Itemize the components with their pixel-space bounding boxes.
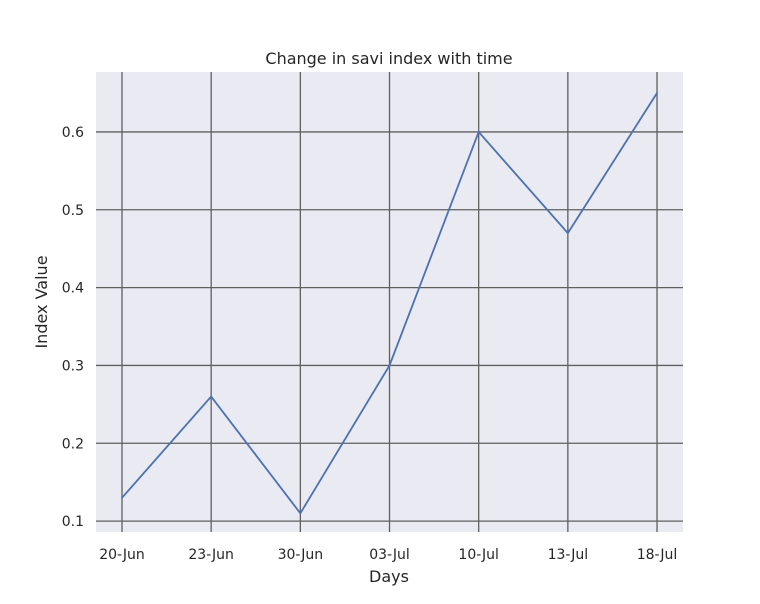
y-tick-label: 0.2 (62, 436, 84, 452)
data-point (388, 364, 391, 367)
data-point (566, 232, 569, 235)
x-tick-label: 23-Jun (188, 547, 234, 563)
data-point (656, 92, 658, 94)
y-tick-label: 0.3 (62, 358, 84, 374)
x-tick-label: 13-Jul (548, 547, 589, 563)
x-tick-label: 10-Jul (458, 547, 499, 563)
x-axis-label: Days (369, 567, 409, 586)
x-tick-label: 20-Jun (99, 547, 145, 563)
y-tick-label: 0.6 (62, 125, 84, 141)
x-tick-label: 03-Jul (369, 547, 410, 563)
y-axis-label: Index Value (32, 255, 51, 348)
data-point (121, 496, 123, 499)
y-tick-label: 0.1 (62, 514, 84, 530)
data-point (477, 131, 480, 133)
x-tick-label: 30-Jun (278, 547, 324, 563)
y-tick-label: 0.4 (62, 281, 84, 297)
y-tick-label: 0.5 (62, 203, 84, 219)
data-point (299, 512, 302, 515)
chart-title: Change in savi index with time (265, 49, 512, 68)
x-tick-label: 18-Jul (637, 547, 678, 563)
data-point (210, 395, 213, 398)
tick-labels: 20-Jun 23-Jun 30-Jun 03-Jul 10-Jul 13-Jul 18-J… (62, 125, 678, 563)
data-points (121, 92, 658, 515)
